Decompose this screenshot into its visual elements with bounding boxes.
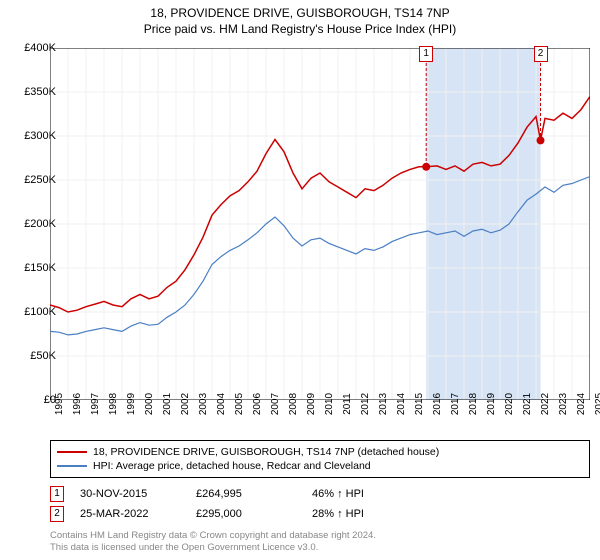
x-tick-label: 2001: [162, 393, 173, 415]
y-tick-label: £150K: [24, 262, 56, 274]
x-tick-label: 1997: [90, 393, 101, 415]
x-tick-label: 2023: [558, 393, 569, 415]
footer-line-1: Contains HM Land Registry data © Crown c…: [50, 530, 376, 542]
marker-flag: 2: [534, 46, 548, 62]
footer-line-2: This data is licensed under the Open Gov…: [50, 542, 376, 554]
x-tick-label: 2018: [468, 393, 479, 415]
chart-title-address: 18, PROVIDENCE DRIVE, GUISBOROUGH, TS14 …: [0, 0, 600, 20]
x-tick-label: 2005: [234, 393, 245, 415]
y-tick-label: £250K: [24, 174, 56, 186]
x-tick-label: 1996: [72, 393, 83, 415]
x-tick-label: 2015: [414, 393, 425, 415]
x-tick-label: 2008: [288, 393, 299, 415]
x-tick-label: 2006: [252, 393, 263, 415]
x-tick-label: 2016: [432, 393, 443, 415]
x-tick-label: 2017: [450, 393, 461, 415]
legend-row-series-1: HPI: Average price, detached house, Redc…: [57, 459, 583, 473]
sales-table: 1 30-NOV-2015 £264,995 46% ↑ HPI 2 25-MA…: [50, 484, 412, 524]
legend-swatch-1: [57, 465, 87, 467]
x-tick-label: 2007: [270, 393, 281, 415]
y-tick-label: £400K: [24, 42, 56, 54]
x-tick-label: 1998: [108, 393, 119, 415]
x-tick-label: 2004: [216, 393, 227, 415]
chart-svg: [50, 48, 590, 400]
legend-swatch-0: [57, 451, 87, 453]
x-tick-label: 2012: [360, 393, 371, 415]
x-tick-label: 2014: [396, 393, 407, 415]
x-tick-label: 2022: [540, 393, 551, 415]
plot-area: [50, 48, 590, 400]
x-tick-label: 2011: [342, 393, 353, 415]
sale-date: 30-NOV-2015: [80, 488, 180, 500]
marker-flag: 1: [419, 46, 433, 62]
chart-container: 18, PROVIDENCE DRIVE, GUISBOROUGH, TS14 …: [0, 0, 600, 560]
footer: Contains HM Land Registry data © Crown c…: [50, 530, 376, 555]
x-tick-label: 1999: [126, 393, 137, 415]
x-tick-label: 2021: [522, 393, 533, 415]
x-tick-label: 2002: [180, 393, 191, 415]
x-tick-label: 2003: [198, 393, 209, 415]
y-tick-label: £350K: [24, 86, 56, 98]
x-tick-label: 2024: [576, 393, 587, 415]
chart-title-subtitle: Price paid vs. HM Land Registry's House …: [0, 20, 600, 36]
legend-row-series-0: 18, PROVIDENCE DRIVE, GUISBOROUGH, TS14 …: [57, 445, 583, 459]
y-tick-label: £200K: [24, 218, 56, 230]
table-row: 1 30-NOV-2015 £264,995 46% ↑ HPI: [50, 484, 412, 504]
sale-price: £295,000: [196, 508, 296, 520]
sale-delta: 28% ↑ HPI: [312, 508, 412, 520]
table-row: 2 25-MAR-2022 £295,000 28% ↑ HPI: [50, 504, 412, 524]
y-tick-label: £50K: [30, 350, 56, 362]
x-tick-label: 2025: [594, 393, 600, 415]
x-tick-label: 1995: [54, 393, 65, 415]
legend-label-0: 18, PROVIDENCE DRIVE, GUISBOROUGH, TS14 …: [93, 446, 439, 458]
x-tick-label: 2019: [486, 393, 497, 415]
legend-label-1: HPI: Average price, detached house, Redc…: [93, 460, 371, 472]
sale-marker-2: 2: [50, 506, 64, 522]
x-tick-label: 2013: [378, 393, 389, 415]
sale-price: £264,995: [196, 488, 296, 500]
sale-marker-1: 1: [50, 486, 64, 502]
x-tick-label: 2000: [144, 393, 155, 415]
x-tick-label: 2020: [504, 393, 515, 415]
sale-date: 25-MAR-2022: [80, 508, 180, 520]
y-tick-label: £300K: [24, 130, 56, 142]
legend-box: 18, PROVIDENCE DRIVE, GUISBOROUGH, TS14 …: [50, 440, 590, 478]
y-tick-label: £100K: [24, 306, 56, 318]
x-tick-label: 2009: [306, 393, 317, 415]
sale-delta: 46% ↑ HPI: [312, 488, 412, 500]
x-tick-label: 2010: [324, 393, 335, 415]
